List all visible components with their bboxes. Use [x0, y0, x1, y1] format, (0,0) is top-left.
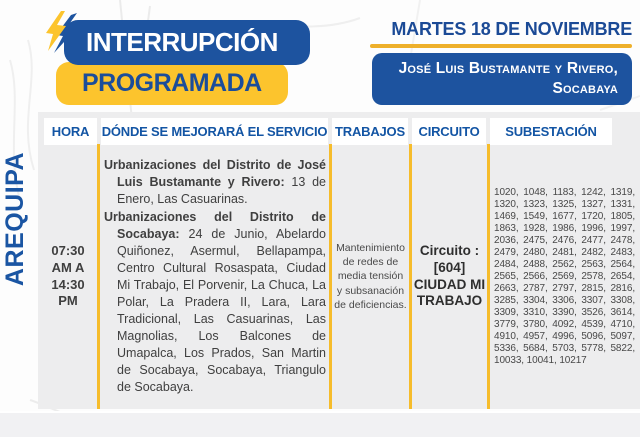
subestacion-numbers: 1020, 1048, 1183, 1242, 1319, 1320, 1323… — [494, 186, 635, 366]
column-header-circuito: CIRCUITO — [412, 118, 486, 145]
column-separator — [409, 144, 412, 409]
district-entry-jlbr: Urbanizaciones del Distrito de José Luis… — [104, 157, 326, 208]
column-header-donde: DÓNDE SE MEJORARÁ EL SERVICIO — [101, 118, 328, 145]
date-heading: MARTES 18 DE NOVIEMBRE — [391, 19, 632, 39]
trabajos-description: Mantenimiento de redes de media tensión … — [334, 242, 407, 311]
column-header-hora: HORA — [44, 118, 97, 145]
location-badge-label: José Luis Bustamante y Rivero, Socabaya — [398, 59, 618, 97]
cell-trabajos: Mantenimiento de redes de media tensión … — [334, 144, 407, 409]
cell-circuito: Circuito : [604] CIUDAD MI TRABAJO — [412, 144, 487, 409]
banner-title: INTERRUPCIÓN — [64, 20, 310, 65]
district-entry-lead: Urbanizaciones del Distrito de Socabaya: — [104, 210, 326, 241]
district-entry-rest: 13 de Enero, Las Casuarinas. — [117, 175, 326, 206]
region-label: AREQUIPA — [1, 151, 29, 287]
cell-donde: Urbanizaciones del Distrito de José Luis… — [104, 144, 326, 409]
column-header-subestacion: SUBESTACIÓN — [490, 118, 612, 145]
date-underline — [370, 44, 632, 48]
column-separator — [487, 144, 490, 409]
circuito-label: Circuito : [604] CIUDAD MI TRABAJO — [413, 242, 486, 309]
location-badge: José Luis Bustamante y Rivero, Socabaya — [372, 53, 632, 105]
cell-hora: 07:30 AM A 14:30 PM — [51, 242, 85, 309]
district-entry-rest: 24 de Junio, Abelardo Quiñonez, Asermul,… — [117, 227, 326, 394]
banner-subtitle-label: PROGRAMADA — [82, 69, 262, 97]
district-entry-lead: Urbanizaciones del Distrito de José Luis… — [104, 158, 326, 189]
column-separator — [329, 144, 332, 409]
banner-subtitle: PROGRAMADA — [56, 62, 288, 105]
schedule-table-panel — [38, 112, 640, 409]
bottom-strip — [0, 411, 640, 437]
banner-title-label: INTERRUPCIÓN — [86, 27, 278, 57]
column-header-trabajos: TRABAJOS — [332, 118, 408, 145]
cell-subestacion: 1020, 1048, 1183, 1242, 1319, 1320, 1323… — [494, 144, 635, 409]
district-entry-socabaya: Urbanizaciones del Distrito de Socabaya:… — [104, 209, 326, 396]
column-separator — [97, 144, 100, 409]
